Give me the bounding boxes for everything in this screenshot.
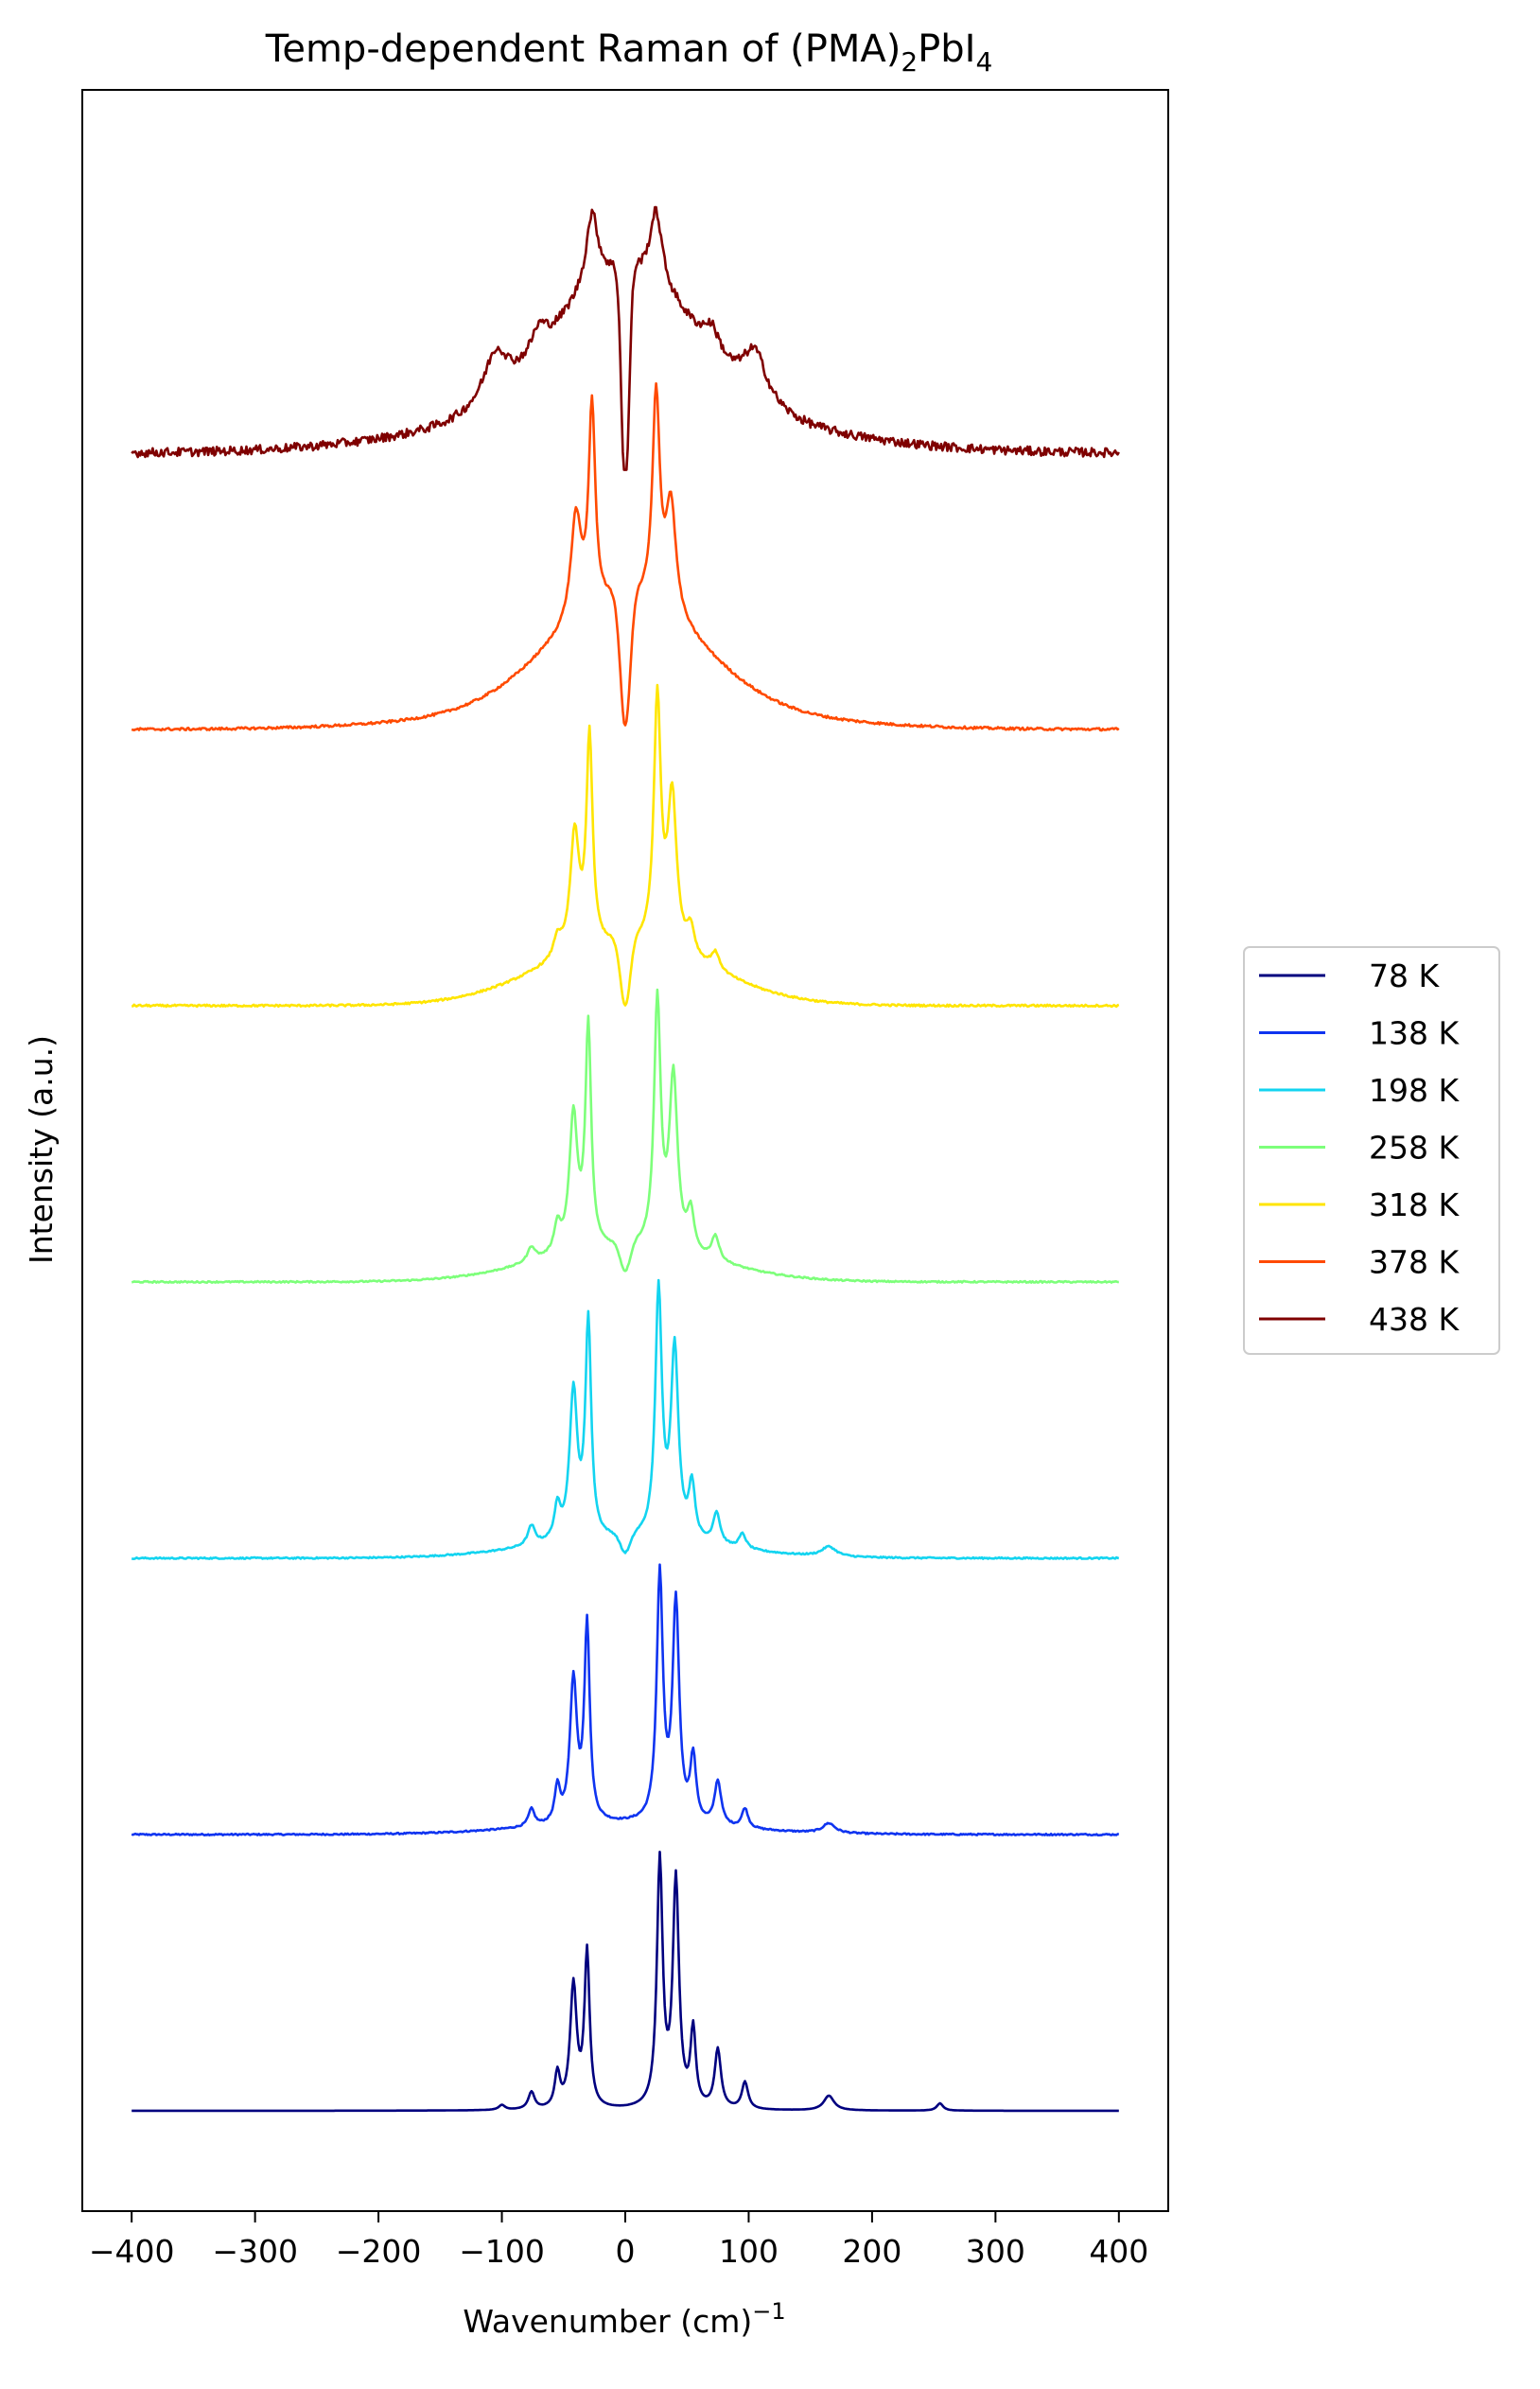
x-tick-label: −400 [89, 2233, 175, 2270]
x-tick-label: 300 [966, 2233, 1025, 2270]
series-line-378k [131, 381, 1120, 732]
plot-frame [81, 89, 1169, 2212]
legend-label: 78 K [1369, 957, 1440, 994]
legend-label: 198 K [1369, 1072, 1460, 1109]
x-tick-label: −200 [336, 2233, 422, 2270]
title-subscript-1: 2 [901, 46, 918, 78]
series-line-438k [131, 205, 1120, 471]
legend-box [1243, 946, 1500, 1355]
series-line-318k [131, 683, 1120, 1009]
series-line-198k [131, 1278, 1120, 1560]
legend-label: 378 K [1369, 1244, 1460, 1281]
x-axis-label: Wavenumber (cm)−1 [463, 2298, 785, 2340]
title-main: Temp-dependent Raman of (PMA) [265, 27, 901, 71]
x-tick-label: 200 [842, 2233, 901, 2270]
x-axis-ticks: −400 −300 −200 −100 0 100 200 300 400 [89, 2211, 1148, 2270]
x-tick-label: 100 [719, 2233, 779, 2270]
legend: 78 K 138 K 198 K 258 K 318 K 378 K 438 K [1243, 946, 1500, 1355]
x-axis-label-superscript: −1 [752, 2298, 785, 2325]
series-lines [131, 205, 1120, 2113]
series-line-258k [131, 988, 1119, 1284]
x-axis-label-text: Wavenumber (cm) [463, 2303, 752, 2340]
x-tick-label: −100 [459, 2233, 545, 2270]
series-line-78k [131, 1851, 1119, 2113]
x-tick-label: 400 [1089, 2233, 1148, 2270]
legend-label: 138 K [1369, 1015, 1460, 1052]
legend-label: 258 K [1369, 1130, 1460, 1167]
series-line-138k [131, 1563, 1119, 1836]
legend-label: 318 K [1369, 1186, 1460, 1223]
x-tick-label: −300 [212, 2233, 298, 2270]
x-tick-label: 0 [616, 2233, 636, 2270]
legend-label: 438 K [1369, 1301, 1460, 1338]
title-mid: PbI [918, 27, 975, 71]
title-subscript-2: 4 [975, 46, 992, 78]
chart-title: Temp-dependent Raman of (PMA)2PbI4 [265, 27, 993, 78]
y-axis-label: Intensity (a.u.) [23, 1035, 60, 1264]
